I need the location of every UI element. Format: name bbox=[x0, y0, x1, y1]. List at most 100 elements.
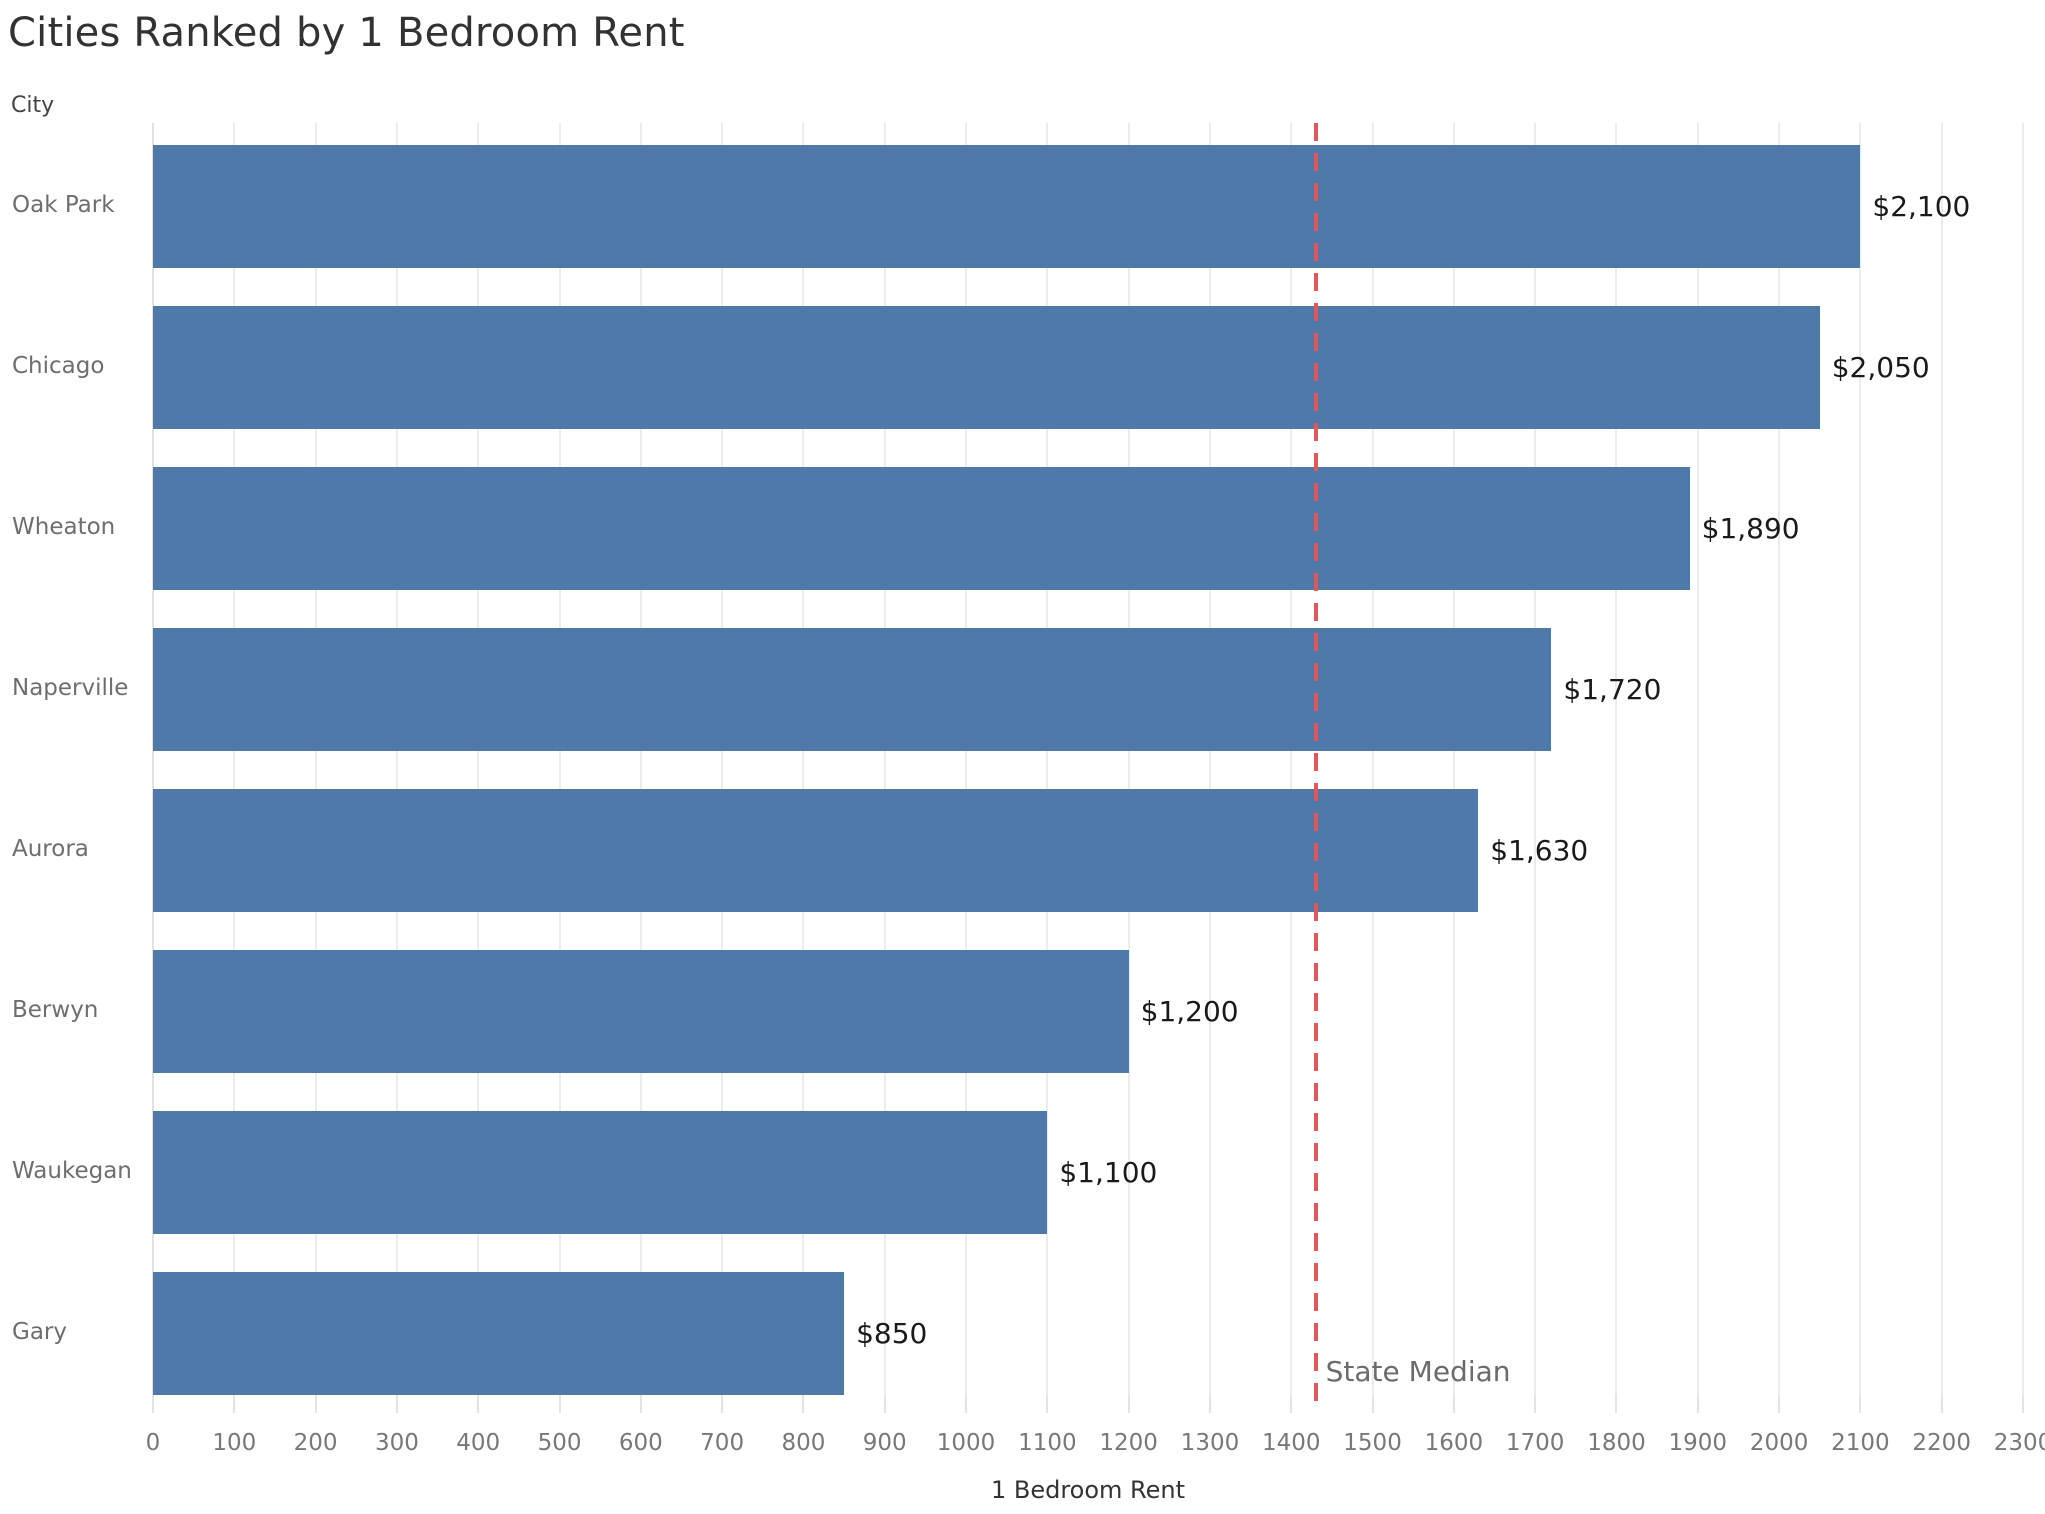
gridline-1400 bbox=[1290, 123, 1293, 1395]
axis-tick-900 bbox=[883, 1395, 886, 1413]
axis-tick-600 bbox=[639, 1395, 642, 1413]
bar-waukegan[interactable] bbox=[153, 1111, 1048, 1234]
x-tick-label-400: 400 bbox=[456, 1430, 501, 1456]
x-tick-label-1900: 1900 bbox=[1668, 1430, 1728, 1456]
category-label-waukegan: Waukegan bbox=[12, 1157, 132, 1184]
x-tick-label-2300: 2300 bbox=[1993, 1430, 2045, 1456]
x-tick-label-200: 200 bbox=[293, 1430, 338, 1456]
value-label-oak-park: $2,100 bbox=[1872, 189, 1971, 223]
gridline-1300 bbox=[1208, 123, 1211, 1395]
gridline-100 bbox=[233, 123, 236, 1395]
bar-chicago[interactable] bbox=[153, 306, 1820, 429]
x-tick-label-600: 600 bbox=[618, 1430, 663, 1456]
value-label-berwyn: $1,200 bbox=[1140, 994, 1239, 1028]
x-tick-label-1500: 1500 bbox=[1343, 1430, 1402, 1456]
x-tick-label-1700: 1700 bbox=[1505, 1430, 1565, 1456]
axis-tick-0 bbox=[152, 1395, 154, 1413]
gridline-2000 bbox=[1778, 123, 1781, 1395]
gridline-500 bbox=[558, 123, 561, 1395]
value-label-waukegan: $1,100 bbox=[1059, 1155, 1158, 1189]
gridline-2300 bbox=[2022, 123, 2024, 1395]
x-tick-label-1100: 1100 bbox=[1018, 1430, 1077, 1456]
axis-tick-500 bbox=[558, 1395, 561, 1413]
gridline-2100 bbox=[1859, 123, 1862, 1395]
value-label-aurora: $1,630 bbox=[1490, 833, 1589, 867]
x-tick-label-1200: 1200 bbox=[1099, 1430, 1158, 1456]
axis-tick-1600 bbox=[1452, 1395, 1455, 1413]
category-axis-header: City bbox=[11, 93, 55, 118]
axis-tick-2200 bbox=[1940, 1395, 1943, 1413]
gridline-1700 bbox=[1534, 123, 1537, 1395]
bar-berwyn[interactable] bbox=[153, 950, 1129, 1073]
gridline-1000 bbox=[965, 123, 968, 1395]
gridline-1200 bbox=[1127, 123, 1130, 1395]
axis-tick-400 bbox=[477, 1395, 480, 1413]
chart-title: Cities Ranked by 1 Bedroom Rent bbox=[8, 10, 685, 56]
axis-tick-1700 bbox=[1534, 1395, 1537, 1413]
category-label-aurora: Aurora bbox=[12, 835, 89, 862]
x-tick-label-1300: 1300 bbox=[1180, 1430, 1240, 1456]
category-label-berwyn: Berwyn bbox=[12, 996, 99, 1023]
x-tick-label-100: 100 bbox=[212, 1430, 257, 1456]
gridline-1500 bbox=[1371, 123, 1374, 1395]
value-label-gary: $850 bbox=[856, 1316, 928, 1350]
axis-tick-100 bbox=[233, 1395, 236, 1413]
x-tick-label-900: 900 bbox=[862, 1430, 907, 1456]
gridline-900 bbox=[883, 123, 886, 1395]
category-label-chicago: Chicago bbox=[12, 352, 105, 379]
value-label-wheaton: $1,890 bbox=[1701, 511, 1800, 545]
axis-tick-1400 bbox=[1290, 1395, 1293, 1413]
x-tick-label-1400: 1400 bbox=[1261, 1430, 1321, 1456]
axis-tick-1000 bbox=[965, 1395, 968, 1413]
value-label-naperville: $1,720 bbox=[1563, 672, 1662, 706]
x-tick-label-0: 0 bbox=[145, 1430, 161, 1456]
gridline-400 bbox=[477, 123, 480, 1395]
reference-line bbox=[1313, 123, 1318, 1411]
axis-tick-2300 bbox=[2022, 1395, 2024, 1413]
gridline-1100 bbox=[1046, 123, 1049, 1395]
bar-oak-park[interactable] bbox=[153, 145, 1861, 268]
axis-tick-1200 bbox=[1127, 1395, 1130, 1413]
category-label-wheaton: Wheaton bbox=[12, 513, 116, 540]
gridline-700 bbox=[721, 123, 724, 1395]
bar-wheaton[interactable] bbox=[153, 467, 1690, 590]
x-tick-label-1600: 1600 bbox=[1424, 1430, 1484, 1456]
gridline-2200 bbox=[1940, 123, 1943, 1395]
x-tick-label-2100: 2100 bbox=[1831, 1430, 1890, 1456]
x-tick-label-1000: 1000 bbox=[936, 1430, 996, 1456]
x-tick-label-800: 800 bbox=[781, 1430, 826, 1456]
category-label-oak-park: Oak Park bbox=[12, 191, 115, 218]
gridline-300 bbox=[395, 123, 398, 1395]
category-label-gary: Gary bbox=[12, 1318, 67, 1345]
x-tick-label-700: 700 bbox=[700, 1430, 745, 1456]
gridline-1800 bbox=[1615, 123, 1618, 1395]
bar-aurora[interactable] bbox=[153, 789, 1479, 912]
x-tick-label-500: 500 bbox=[537, 1430, 582, 1456]
gridline-1600 bbox=[1452, 123, 1455, 1395]
axis-tick-800 bbox=[802, 1395, 805, 1413]
x-tick-label-300: 300 bbox=[374, 1430, 419, 1456]
gridline-600 bbox=[639, 123, 642, 1395]
axis-tick-1300 bbox=[1208, 1395, 1211, 1413]
reference-line-label: State Median bbox=[1325, 1355, 1511, 1388]
gridline-0 bbox=[152, 123, 154, 1395]
bar-naperville[interactable] bbox=[153, 628, 1552, 751]
gridline-800 bbox=[802, 123, 805, 1395]
x-tick-label-1800: 1800 bbox=[1587, 1430, 1646, 1456]
value-axis-title: 1 Bedroom Rent bbox=[990, 1476, 1186, 1504]
axis-tick-2000 bbox=[1778, 1395, 1781, 1413]
axis-tick-2100 bbox=[1859, 1395, 1862, 1413]
value-label-chicago: $2,050 bbox=[1831, 350, 1930, 384]
gridline-200 bbox=[314, 123, 317, 1395]
axis-tick-200 bbox=[314, 1395, 317, 1413]
x-tick-label-2000: 2000 bbox=[1749, 1430, 1809, 1456]
plot-area: $2,100 $2,050 $1,890 $1,720 $1,630 $1,200 $1,1… bbox=[152, 123, 2024, 1413]
x-tick-label-2200: 2200 bbox=[1912, 1430, 1971, 1456]
axis-tick-1800 bbox=[1615, 1395, 1618, 1413]
bar-gary[interactable] bbox=[153, 1272, 845, 1395]
axis-tick-300 bbox=[395, 1395, 398, 1413]
axis-tick-1500 bbox=[1371, 1395, 1374, 1413]
axis-tick-1100 bbox=[1046, 1395, 1049, 1413]
axis-tick-1900 bbox=[1696, 1395, 1699, 1413]
